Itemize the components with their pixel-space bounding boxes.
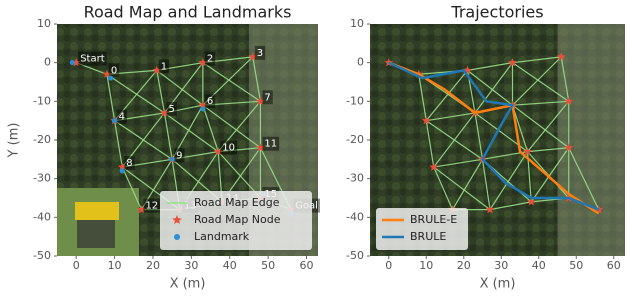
y-tick-label: 10 bbox=[350, 17, 364, 30]
landmark bbox=[120, 168, 125, 173]
node-label: Start bbox=[80, 54, 105, 65]
robot-body bbox=[75, 202, 119, 220]
y-tick-label: -30 bbox=[346, 172, 364, 185]
node-label: 10 bbox=[222, 143, 235, 154]
node-label: 4 bbox=[119, 112, 125, 123]
legend-label: BRULE-E bbox=[410, 213, 457, 226]
legend-label: BRULE bbox=[410, 230, 446, 243]
x-tick-label: 10 bbox=[108, 259, 122, 272]
y-tick-label: -40 bbox=[346, 210, 364, 223]
landmark bbox=[108, 76, 113, 81]
x-tick-label: 10 bbox=[419, 259, 433, 272]
x-tick-label: 30 bbox=[494, 259, 508, 272]
y-tick-label: -30 bbox=[33, 172, 51, 185]
node-label: 8 bbox=[126, 158, 132, 169]
y-tick-label: -50 bbox=[33, 249, 51, 262]
x-axis-label: X (m) bbox=[170, 277, 206, 292]
y-tick-label: -10 bbox=[346, 94, 364, 107]
x-tick-label: 30 bbox=[184, 259, 198, 272]
chart-title: Trajectories bbox=[450, 3, 543, 22]
node-label: 2 bbox=[207, 54, 213, 65]
x-tick-label: 0 bbox=[73, 259, 80, 272]
node-label: 0 bbox=[111, 65, 117, 76]
y-tick-label: -50 bbox=[346, 249, 364, 262]
landmark bbox=[170, 157, 175, 162]
y-tick-label: -20 bbox=[33, 133, 51, 146]
node-label: 12 bbox=[145, 201, 158, 212]
x-tick-label: 50 bbox=[569, 259, 583, 272]
node-label: 11 bbox=[264, 139, 277, 150]
x-tick-label: 40 bbox=[532, 259, 546, 272]
node-label: 5 bbox=[168, 104, 174, 115]
x-tick-label: 60 bbox=[607, 259, 621, 272]
node-label: 3 bbox=[257, 48, 263, 59]
y-tick-label: 0 bbox=[44, 56, 51, 69]
legend-label: Road Map Node bbox=[194, 213, 281, 226]
robot-legs bbox=[77, 220, 115, 248]
legend-swatch bbox=[174, 234, 180, 240]
x-tick-label: 50 bbox=[261, 259, 275, 272]
x-tick-label: 40 bbox=[223, 259, 237, 272]
landmark bbox=[112, 118, 117, 123]
x-tick-label: 20 bbox=[457, 259, 471, 272]
x-tick-label: 60 bbox=[299, 259, 313, 272]
figure: 0102030405060-50-40-30-20-10010Road Map … bbox=[0, 0, 634, 295]
y-tick-label: -40 bbox=[33, 210, 51, 223]
node-label: 1 bbox=[161, 61, 167, 72]
chart-title: Road Map and Landmarks bbox=[84, 3, 292, 22]
node-label: 7 bbox=[264, 92, 270, 103]
legend-label: Landmark bbox=[194, 230, 250, 243]
x-tick-label: 0 bbox=[385, 259, 392, 272]
y-tick-label: -10 bbox=[33, 94, 51, 107]
node-label: 9 bbox=[176, 150, 182, 161]
y-tick-label: -20 bbox=[346, 133, 364, 146]
legend-label: Road Map Edge bbox=[194, 196, 280, 209]
x-axis-label: X (m) bbox=[480, 277, 516, 292]
y-axis-label: Y (m) bbox=[7, 123, 22, 159]
y-tick-label: 0 bbox=[357, 56, 364, 69]
node-label: 6 bbox=[207, 96, 213, 107]
x-tick-label: 20 bbox=[146, 259, 160, 272]
map-field bbox=[558, 24, 626, 256]
right-panel: 0 10 20 30 40 50 60 -50 -40 -30 -20 -10 0 10 Trajector… bbox=[346, 3, 625, 292]
landmark bbox=[200, 107, 205, 112]
landmark bbox=[70, 60, 75, 65]
y-tick-label: 10 bbox=[37, 17, 51, 30]
